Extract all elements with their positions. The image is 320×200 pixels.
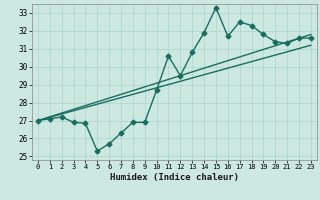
X-axis label: Humidex (Indice chaleur): Humidex (Indice chaleur) (110, 173, 239, 182)
